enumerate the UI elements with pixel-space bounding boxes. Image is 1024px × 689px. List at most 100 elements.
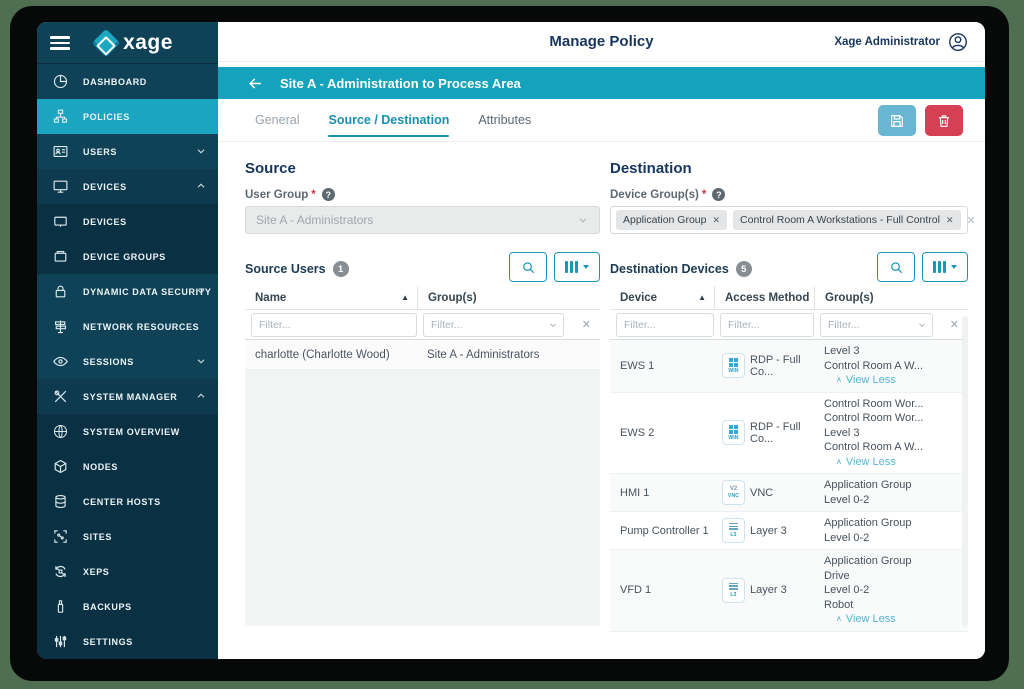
- sidebar-item-center-hosts[interactable]: CENTER HOSTS: [37, 484, 218, 519]
- caret-up-icon: ∧: [836, 614, 842, 623]
- vnc-access-badge: V2 VNC: [722, 480, 745, 505]
- windows-logo-icon: [729, 357, 738, 367]
- access-method-cell: WIN RDP - Full Co...: [714, 420, 814, 446]
- action-buttons: [878, 105, 963, 136]
- sidebar-item-dynamic-data-security[interactable]: DYNAMIC DATA SECURITY: [37, 274, 218, 309]
- columns-button[interactable]: [922, 252, 968, 282]
- device-filter-input[interactable]: [616, 312, 714, 337]
- delete-button[interactable]: [925, 105, 963, 136]
- source-heading: Source: [245, 160, 296, 177]
- column-device: Device: [620, 291, 658, 304]
- sidebar-item-system-manager[interactable]: SYSTEM MANAGER: [37, 379, 218, 414]
- table-row[interactable]: HMI 1 V2 VNC VNC Application Group Level …: [610, 474, 968, 512]
- table-row[interactable]: Pump Controller 1 L3 Layer 3 Application…: [610, 512, 968, 550]
- lock-icon: [52, 283, 69, 300]
- groups-filter-select[interactable]: [820, 312, 933, 337]
- sidebar-item-devices[interactable]: DEVICES: [37, 169, 218, 204]
- sidebar-item-sites[interactable]: SITES: [37, 519, 218, 554]
- user-group-value: Site A - Administrators: [256, 213, 374, 227]
- org-chart-icon: [52, 108, 69, 125]
- source-users-count-badge: 1: [332, 261, 349, 277]
- scrollbar[interactable]: [962, 316, 968, 626]
- column-groups: Group(s): [825, 291, 874, 304]
- clear-filters-icon[interactable]: ✕: [949, 319, 959, 331]
- logo-text: xage: [123, 30, 173, 54]
- app-window: xage DASHBOARD POLICIES USERS DEVICES: [37, 22, 985, 659]
- sort-asc-icon[interactable]: ▲: [401, 293, 409, 302]
- sidebar-item-devices-sub[interactable]: DEVICES: [37, 204, 218, 239]
- tab-attributes[interactable]: Attributes: [478, 113, 532, 127]
- sidebar-item-system-overview[interactable]: SYSTEM OVERVIEW: [37, 414, 218, 449]
- monitor-icon: [52, 178, 69, 195]
- tab-general[interactable]: General: [255, 113, 300, 127]
- clear-all-icon[interactable]: ✕: [966, 214, 976, 227]
- sidebar-item-policies[interactable]: POLICIES: [37, 99, 218, 134]
- hamburger-menu-icon[interactable]: [50, 36, 70, 53]
- save-button[interactable]: [878, 105, 916, 136]
- columns-button[interactable]: [554, 252, 600, 282]
- user-name-cell: charlotte (Charlotte Wood): [255, 348, 390, 361]
- chevron-down-icon: [577, 214, 589, 226]
- back-arrow-icon[interactable]: [247, 75, 264, 92]
- chip-control-room-a: Control Room A Workstations - Full Contr…: [733, 210, 961, 230]
- table-row[interactable]: EWS 2 WIN RDP - Full Co... Control Room …: [610, 393, 968, 474]
- column-access-method: Access Method: [725, 291, 810, 304]
- sidebar-item-backups[interactable]: BACKUPS: [37, 589, 218, 624]
- name-filter-input[interactable]: [251, 312, 417, 337]
- access-method-filter-input[interactable]: [720, 312, 814, 337]
- device-cell: EWS 1: [620, 359, 655, 372]
- sync-icon: [52, 563, 69, 580]
- groups-cell: Control Room Wor... Control Room Wor... …: [814, 393, 933, 474]
- view-less-link[interactable]: ∧ View Less: [836, 613, 896, 625]
- chip-remove-icon[interactable]: ✕: [945, 214, 954, 225]
- sort-asc-icon[interactable]: ▲: [698, 293, 706, 302]
- destination-devices-count-badge: 5: [735, 261, 752, 277]
- groups-cell: Level 3 Control Room A W... ∧ View Less: [814, 340, 933, 392]
- chevron-down-icon: [195, 285, 207, 297]
- destination-devices-panel: Destination Devices 5 Device ▲ Access Met…: [610, 252, 968, 632]
- content-area: Source Destination User Group * ? Device …: [218, 142, 985, 659]
- user-menu[interactable]: Xage Administrator: [834, 22, 969, 62]
- groups-filter-select[interactable]: [423, 312, 564, 337]
- destination-devices-tools: [877, 252, 968, 282]
- groups-cell: Application Group Drive Level 0-2 Robot …: [814, 550, 933, 631]
- sidebar-item-xeps[interactable]: XEPS: [37, 554, 218, 589]
- chevron-up-icon: [195, 180, 207, 192]
- required-mark: *: [701, 188, 707, 201]
- groups-cell: Application Group Level 0-2: [824, 517, 912, 544]
- sidebar-item-users[interactable]: USERS: [37, 134, 218, 169]
- tab-source-destination[interactable]: Source / Destination: [328, 99, 449, 141]
- chip-remove-icon[interactable]: ✕: [712, 214, 721, 225]
- view-less-link[interactable]: ∧ View Less: [836, 455, 896, 468]
- sidebar: xage DASHBOARD POLICIES USERS DEVICES: [37, 22, 218, 659]
- destination-heading: Destination: [610, 160, 692, 177]
- help-icon[interactable]: ?: [321, 188, 335, 201]
- search-button[interactable]: [877, 252, 915, 282]
- windows-access-badge: WIN: [722, 420, 745, 446]
- chevron-down-icon: [195, 355, 207, 367]
- destination-table-header: Device ▲ Access Method Group(s): [610, 286, 968, 310]
- device-cell: VFD 1: [620, 584, 652, 597]
- search-button[interactable]: [509, 252, 547, 282]
- device-cell: HMI 1: [620, 486, 650, 499]
- sidebar-item-device-groups[interactable]: DEVICE GROUPS: [37, 239, 218, 274]
- pie-chart-icon: [52, 73, 69, 90]
- help-icon[interactable]: ?: [712, 188, 726, 201]
- sidebar-item-settings[interactable]: SETTINGS: [37, 624, 218, 659]
- view-less-link[interactable]: ∧ View Less: [836, 374, 896, 386]
- sidebar-item-nodes[interactable]: NODES: [37, 449, 218, 484]
- sidebar-item-sessions[interactable]: SESSIONS: [37, 344, 218, 379]
- table-row[interactable]: charlotte (Charlotte Wood) Site A - Admi…: [245, 340, 600, 370]
- device-groups-select[interactable]: Application Group ✕ Control Room A Works…: [610, 206, 985, 234]
- user-groups-cell: Site A - Administrators: [427, 348, 540, 361]
- table-row[interactable]: VFD 1 L3 Layer 3 Application Group Drive…: [610, 550, 968, 632]
- device-groups-label: Device Group(s) * ?: [610, 188, 726, 201]
- user-group-select[interactable]: Site A - Administrators: [245, 206, 600, 234]
- destination-filter-row: ✕: [610, 310, 968, 340]
- database-icon: [52, 493, 69, 510]
- sidebar-item-dashboard[interactable]: DASHBOARD: [37, 64, 218, 99]
- table-row[interactable]: EWS 1 WIN RDP - Full Co... Level 3 Contr…: [610, 340, 968, 393]
- source-users-title: Source Users: [245, 262, 326, 276]
- clear-filters-icon[interactable]: ✕: [581, 319, 591, 331]
- sidebar-item-network-resources[interactable]: NETWORK RESOURCES: [37, 309, 218, 344]
